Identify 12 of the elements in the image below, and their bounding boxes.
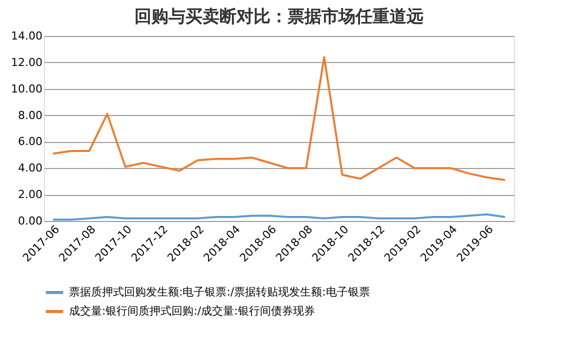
legend-label: 成交量:银行间质押式回购:/成交量:银行间债券现券: [69, 304, 315, 318]
legend-label: 票据质押式回购发生额:电子银票:/票据转贴现发生额:电子银票: [69, 286, 370, 298]
y-tick-label: 2.00: [18, 188, 42, 202]
y-tick-label: 14.00: [11, 30, 42, 42]
y-tick-label: 8.00: [18, 108, 42, 122]
line-series: [52, 56, 506, 182]
chart-title: 回购与买卖断对比：票据市场任重道远: [134, 7, 424, 27]
y-tick-label: 0.00: [18, 214, 42, 228]
y-tick-label: 10.00: [11, 82, 42, 96]
y-tick-label: 4.00: [18, 162, 42, 175]
y-tick-label: 6.00: [18, 135, 42, 148]
y-tick-label: 12.00: [11, 56, 42, 69]
